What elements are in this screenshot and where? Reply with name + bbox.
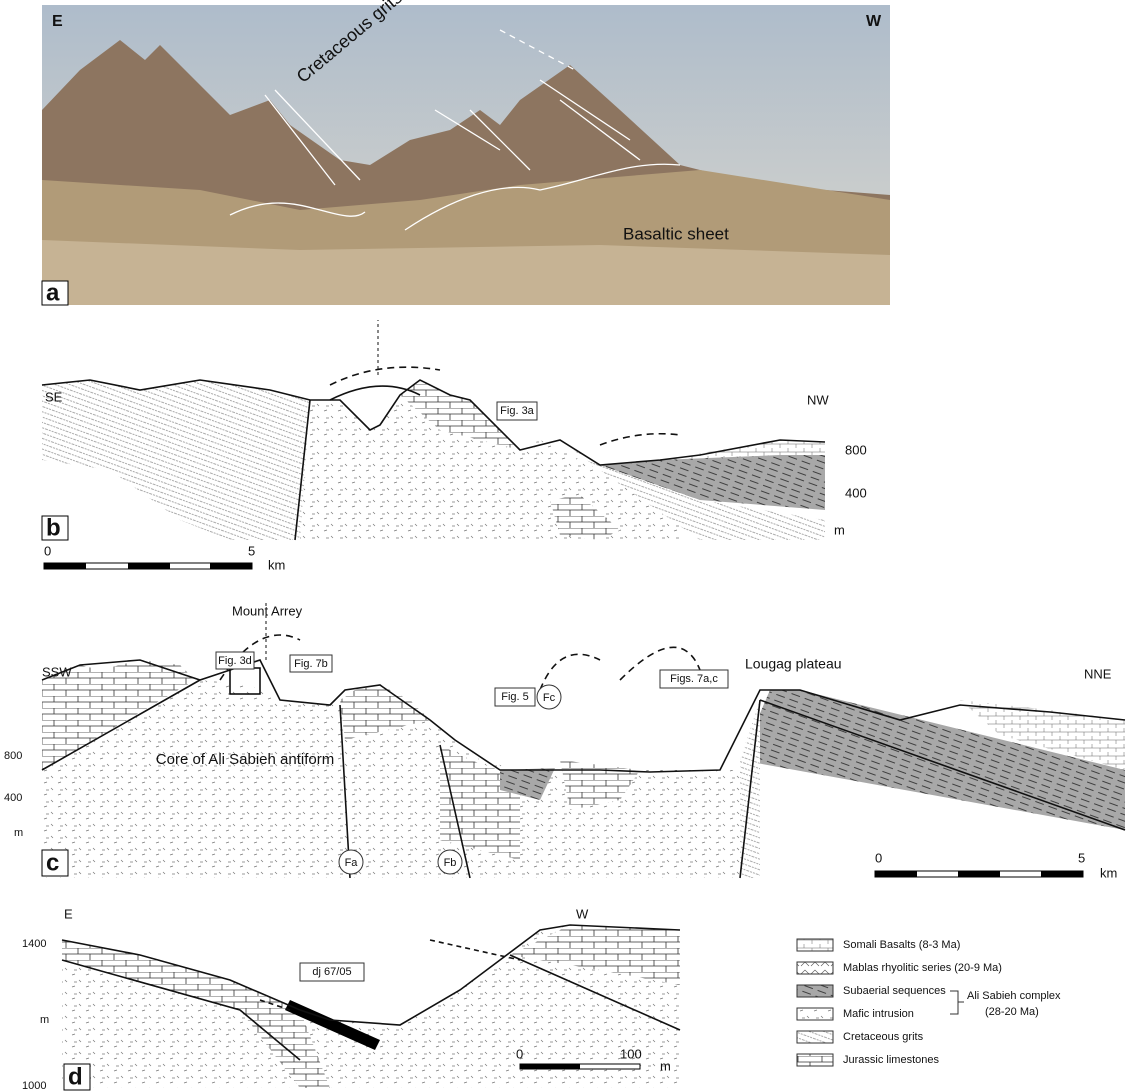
figure-ref: Fig. 3d [218, 655, 252, 667]
scale-bar [520, 1064, 640, 1069]
annotation: Basaltic sheet [623, 224, 729, 243]
direction-label: W [866, 13, 882, 30]
section-c: Fig. 3d Fig. 7b Fig. 5 Figs. 7a,c Fa Fb … [4, 600, 1125, 880]
scale-label: 0 [44, 543, 51, 558]
annotation: Lougag plateau [745, 656, 842, 672]
legend-entry: Mafic intrusion [843, 1008, 914, 1020]
direction-label: NNE [1084, 666, 1112, 681]
fault-label: Fb [444, 857, 457, 869]
fault-label: Fa [345, 857, 359, 869]
scale-label: 5 [248, 543, 255, 558]
panel-label: c [46, 849, 59, 876]
legend-entry: Cretaceous grits [843, 1031, 924, 1043]
axis-tick-label: 1000 [22, 1080, 46, 1091]
annotation: Core of Ali Sabieh antiform [156, 751, 334, 768]
legend-entry: Jurassic limestones [843, 1054, 939, 1066]
direction-label: SE [45, 389, 63, 404]
legend: Somali Basalts (8-3 Ma) Mablas rhyolitic… [797, 939, 1061, 1066]
legend-entry: Mablas rhyolitic series (20-9 Ma) [843, 962, 1002, 974]
section-d: E W 1400 m 1000 dj 67/05 d 0 100 m [22, 906, 680, 1091]
axis-tick-label: 800 [4, 750, 22, 762]
scale-unit: km [268, 557, 285, 572]
figure-ref: Figs. 7a,c [670, 673, 718, 685]
fault-label: Fc [543, 692, 556, 704]
legend-group: Ali Sabieh complex [967, 990, 1061, 1002]
sample-label: dj 67/05 [312, 966, 351, 978]
scale-bar [44, 563, 252, 569]
scale-unit: km [1100, 865, 1117, 880]
scale-bar [875, 871, 1083, 877]
axis-tick-label: 800 [845, 442, 867, 457]
scale-label: 5 [1078, 850, 1085, 865]
scale-label: 100 [620, 1046, 642, 1061]
panel-label: d [68, 1063, 83, 1090]
section-b: Fig. 3a SE NW 800 400 m b 0 5 km [42, 320, 867, 572]
direction-label: E [52, 13, 63, 30]
direction-label: NW [807, 392, 829, 407]
panel-label: a [46, 279, 60, 306]
direction-label: W [576, 906, 589, 921]
legend-group: (28-20 Ma) [985, 1006, 1039, 1018]
axis-tick-label: 400 [845, 485, 867, 500]
scale-label: 0 [875, 850, 882, 865]
figure: E W Cretaceous grits Basaltic sheet a Fi… [0, 0, 1134, 1091]
legend-entry: Subaerial sequences [843, 985, 946, 997]
panel-label: b [46, 514, 61, 541]
legend-entry: Somali Basalts (8-3 Ma) [843, 939, 960, 951]
axis-unit: m [40, 1014, 49, 1026]
direction-label: E [64, 906, 73, 921]
scale-unit: m [660, 1058, 671, 1073]
figure-ref: Fig. 5 [501, 691, 529, 703]
figure-ref: Fig. 7b [294, 658, 328, 670]
axis-tick-label: 1400 [22, 938, 46, 950]
axis-tick-label: 400 [4, 792, 22, 804]
axis-unit: m [834, 522, 845, 537]
scale-label: 0 [516, 1046, 523, 1061]
photo-panel: E W Cretaceous grits Basaltic sheet a [42, 0, 890, 306]
annotation: Mount Arrey [232, 603, 303, 618]
figure-ref: Fig. 3a [500, 405, 535, 417]
axis-unit: m [14, 827, 23, 839]
direction-label: SSW [42, 664, 72, 679]
